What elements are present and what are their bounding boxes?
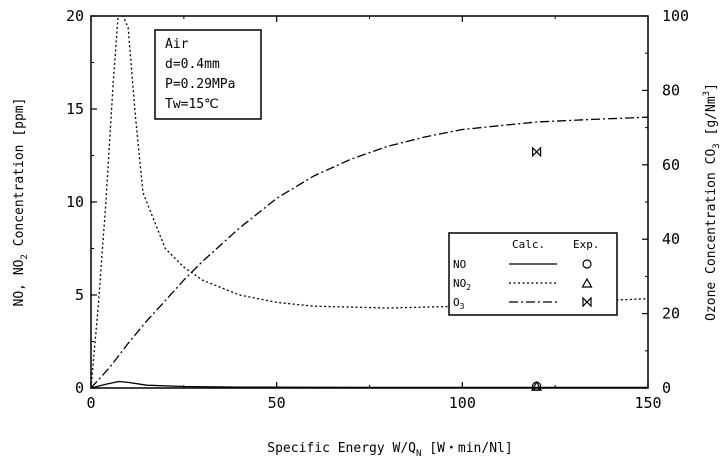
series-line-no2 [91, 16, 648, 388]
x-tick-label: 50 [268, 394, 286, 412]
y-right-tick-label: 0 [662, 379, 671, 397]
data-curves [91, 16, 648, 388]
legend-box [448, 232, 618, 316]
legend-header-calc: Calc. [512, 238, 545, 251]
annotation-line-gap: d=0.4mm [165, 57, 220, 72]
legend-header-exp: Exp. [573, 238, 600, 251]
y-right-axis-title: Ozone Concentration CO3 [g/Nm3] [702, 83, 722, 321]
x-axis-ticks: 0 50 100 150 [86, 16, 662, 412]
y-left-tick-label: 5 [75, 286, 84, 304]
series-line-no [91, 380, 648, 388]
annotation-line-pressure: P=0.29MPa [165, 77, 235, 92]
y-left-tick-label: 10 [66, 193, 84, 211]
x-axis-title: Specific Energy W/QN [W・min/Nl] [267, 441, 512, 459]
experimental-points [531, 146, 543, 391]
legend-marker-no2 [581, 277, 593, 288]
y-right-axis-ticks: 0 20 40 60 80 100 [642, 7, 689, 397]
exp-marker-o3 [531, 146, 542, 158]
x-tick-label: 100 [449, 394, 476, 412]
legend: Calc. Exp. NO NO2 O3 [448, 232, 618, 316]
y-left-tick-label: 15 [66, 100, 84, 118]
condition-annotation: Air d=0.4mm P=0.29MPa Tw=15℃ [154, 29, 262, 120]
y-left-axis-title: NO, NO2 Concentration [ppm] [12, 98, 30, 307]
exp-marker-no2 [531, 380, 543, 391]
y-right-tick-label: 20 [662, 305, 680, 323]
annotation-line-gas: Air [165, 37, 189, 52]
y-left-tick-label: 20 [66, 7, 84, 25]
legend-marker-no [582, 259, 592, 269]
y-left-tick-label: 0 [75, 379, 84, 397]
y-right-tick-label: 40 [662, 230, 680, 248]
legend-marker-o3 [582, 296, 592, 308]
x-tick-label: 150 [634, 394, 661, 412]
legend-label-no: NO [453, 258, 466, 271]
legend-label-no2: NO2 [453, 277, 471, 292]
legend-label-o3: O3 [453, 296, 465, 311]
y-right-tick-label: 80 [662, 81, 680, 99]
y-right-tick-label: 60 [662, 156, 680, 174]
x-tick-label: 0 [86, 394, 95, 412]
y-left-axis-ticks: 0 5 10 15 20 [66, 7, 97, 397]
y-right-tick-label: 100 [662, 7, 689, 25]
annotation-box [154, 29, 262, 120]
annotation-line-temperature: Tw=15℃ [165, 97, 219, 112]
